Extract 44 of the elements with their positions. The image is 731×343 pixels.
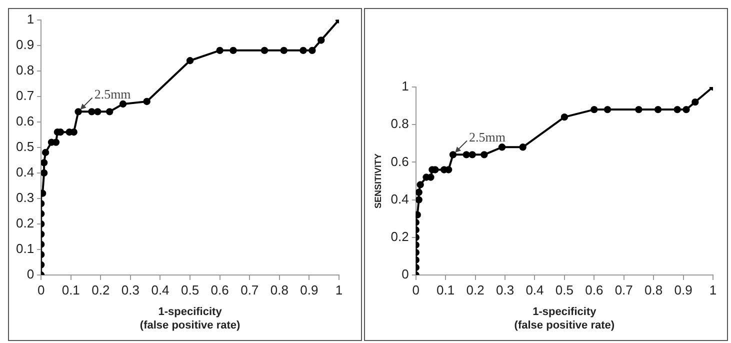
y-tick-label: 0.9 xyxy=(16,36,34,52)
annotation: 2.5mm xyxy=(469,130,506,145)
y-tick-label: 0.6 xyxy=(390,154,409,169)
y-tick-label: 0.4 xyxy=(16,164,34,180)
x-axis-title: 1-specificity (false positive rate) xyxy=(514,306,615,332)
y-tick-label: 0.8 xyxy=(16,62,34,78)
y-tick-label: 0.7 xyxy=(16,88,34,103)
x-tick-label: 0 xyxy=(37,282,45,298)
x-axis-title: 1-specificity (false positive rate) xyxy=(140,306,240,332)
y-tick-label: 0.2 xyxy=(16,216,34,231)
x-tick-label: 0.4 xyxy=(151,282,170,298)
y-tick-label: 0.2 xyxy=(390,228,409,244)
x-tick-label: 0.9 xyxy=(674,282,692,298)
x-tick-label: 0.7 xyxy=(614,282,633,298)
x-tick-label: 0.2 xyxy=(466,282,484,298)
y-tick-label: 0.3 xyxy=(16,190,34,206)
y-tick-label: 0.6 xyxy=(16,113,34,128)
x-tick-label: 0.3 xyxy=(496,282,514,298)
x-tick-label: 0.3 xyxy=(121,282,140,298)
x-tick-label: 0.6 xyxy=(210,282,229,298)
x-tick-label: 0.5 xyxy=(555,282,574,298)
x-tick-label: 0.1 xyxy=(436,282,455,298)
annotation: 2.5mm xyxy=(94,86,131,102)
y-tick-label: 0.8 xyxy=(390,116,409,132)
y-tick-label: 0.1 xyxy=(16,241,34,256)
x-tick-label: 0.8 xyxy=(270,282,288,298)
x-tick-label: 1 xyxy=(709,282,717,298)
y-tick-label: 0 xyxy=(402,266,409,282)
y-tick-label: 0 xyxy=(26,266,34,282)
y-tick-label: 0.5 xyxy=(16,138,34,154)
x-tick-label: 0.9 xyxy=(300,282,318,298)
y-tick-label: 1 xyxy=(26,11,34,26)
x-tick-label: 0 xyxy=(412,282,420,298)
x-tick-label: 0.1 xyxy=(62,282,80,298)
y-tick-label: 0.4 xyxy=(390,191,409,206)
x-tick-label: 0.5 xyxy=(180,282,200,298)
y-axis-title: SENSITIVITY xyxy=(372,153,383,209)
x-tick-label: 1 xyxy=(335,282,343,298)
x-tick-label: 0.6 xyxy=(585,282,604,298)
x-tick-label: 0.8 xyxy=(644,282,663,298)
x-tick-label: 0.2 xyxy=(92,282,110,298)
y-tick-label: 1 xyxy=(402,78,409,94)
x-tick-label: 0.4 xyxy=(526,282,544,298)
x-tick-label: 0.7 xyxy=(240,282,259,298)
